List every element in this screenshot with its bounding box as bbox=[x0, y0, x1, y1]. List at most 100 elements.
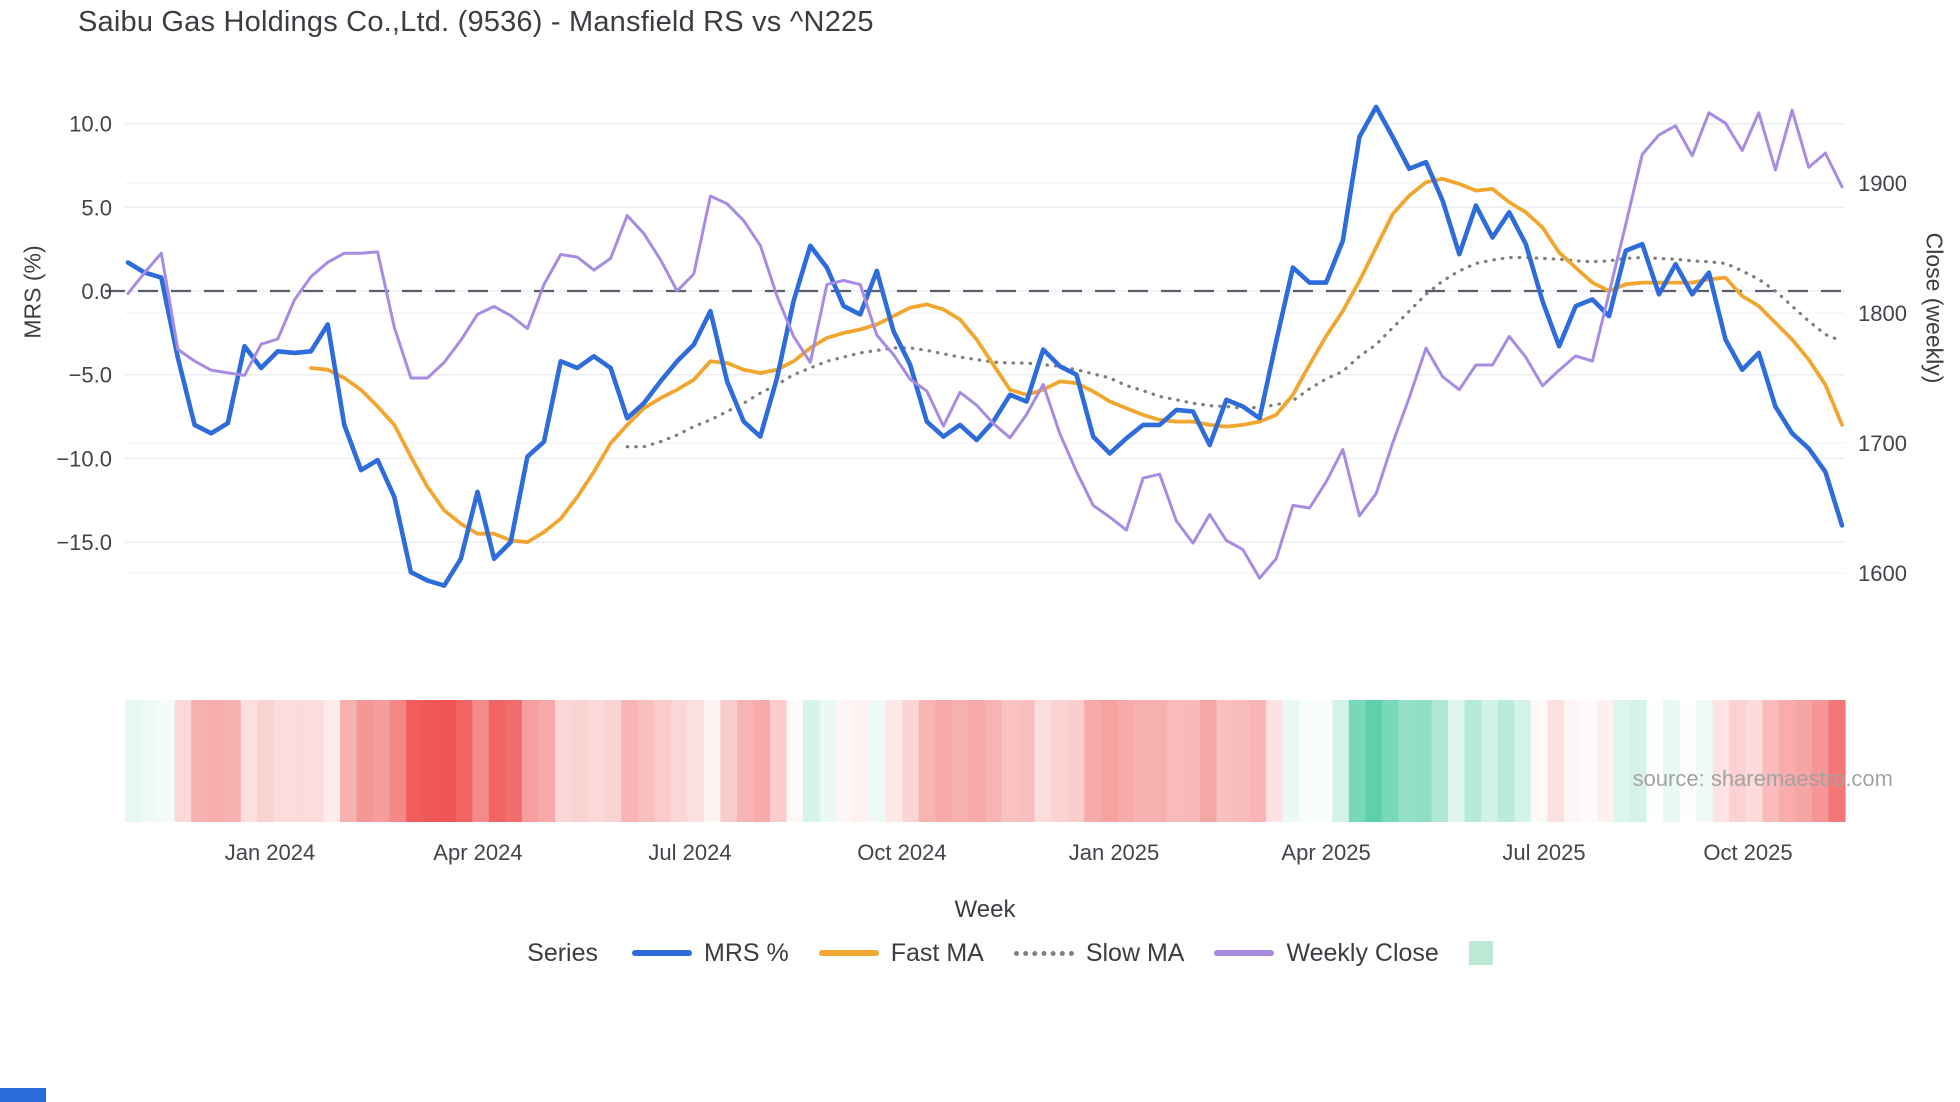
heatmap-cell bbox=[637, 700, 655, 822]
heatmap-cell bbox=[207, 700, 225, 822]
y-left-tick-label: −5.0 bbox=[69, 363, 112, 388]
heatmap-cell bbox=[1084, 700, 1102, 822]
heatmap-cell bbox=[1282, 700, 1300, 822]
heatmap-cell bbox=[1348, 700, 1366, 822]
x-axis-title: Week bbox=[954, 896, 1016, 923]
series-line-weekly-close[interactable] bbox=[126, 108, 1844, 580]
heatmap-cell bbox=[1712, 700, 1730, 822]
heatmap-cell bbox=[1365, 700, 1383, 822]
heatmap-cell bbox=[240, 700, 258, 822]
heatmap-cell bbox=[1332, 700, 1350, 822]
heatmap-cell bbox=[1266, 700, 1284, 822]
heatmap-cell bbox=[1497, 700, 1515, 822]
legend-item-slow-ma[interactable]: Slow MA bbox=[1013, 939, 1184, 968]
y-right-tick-label: 1900 bbox=[1858, 171, 1907, 196]
heatmap-cell bbox=[1828, 700, 1846, 822]
y-right-tick-label: 1800 bbox=[1858, 301, 1907, 326]
x-tick-label: Jan 2025 bbox=[1069, 840, 1160, 865]
heatmap-cell bbox=[1117, 700, 1135, 822]
heatmap-cell bbox=[538, 700, 556, 822]
line-swatch-icon bbox=[1013, 950, 1074, 956]
legend-item-fast-ma[interactable]: Fast MA bbox=[818, 938, 984, 968]
legend: Series MRS % Fast MA Slow MA Weekly Close bbox=[60, 930, 1960, 976]
heatmap-cell bbox=[1315, 700, 1333, 822]
y-left-tick-label: 5.0 bbox=[81, 195, 112, 220]
line-swatch-icon bbox=[818, 950, 879, 956]
heatmap-cell bbox=[1729, 700, 1747, 822]
legend-item-label: MRS % bbox=[704, 938, 789, 967]
line-swatch-icon bbox=[1214, 950, 1275, 956]
heatmap-cell bbox=[1596, 700, 1615, 822]
heatmap-cell bbox=[340, 700, 358, 822]
heatmap-cell bbox=[1216, 700, 1234, 822]
heatmap-cell bbox=[918, 700, 936, 822]
heatmap-cell bbox=[356, 700, 374, 822]
heatmap-cell bbox=[1133, 700, 1151, 822]
heatmap-cell bbox=[488, 700, 506, 822]
heatmap-cell bbox=[819, 700, 837, 822]
heatmap-cell bbox=[1100, 700, 1118, 822]
x-tick-label: Jul 2025 bbox=[1502, 840, 1585, 865]
heatmap-cell bbox=[1051, 700, 1069, 822]
heatmap-cell bbox=[141, 700, 159, 822]
heatmap-cell bbox=[1696, 700, 1714, 822]
heatmap-cell bbox=[422, 700, 440, 822]
legend-item-mrs-[interactable]: MRS % bbox=[632, 939, 789, 968]
heatmap-cell bbox=[852, 700, 870, 822]
heatmap-cell bbox=[1034, 700, 1052, 822]
heatmap-cell bbox=[1200, 700, 1218, 822]
heatmap-cell bbox=[588, 700, 606, 822]
heatmap-cell bbox=[1018, 700, 1036, 822]
heatmap-cell bbox=[703, 700, 721, 822]
heatmap-cell bbox=[191, 700, 209, 822]
line-swatch-icon bbox=[632, 950, 693, 956]
heatmap-cell bbox=[555, 700, 573, 822]
heatmap-cell bbox=[1166, 700, 1185, 822]
heatmap-cell bbox=[1299, 700, 1317, 822]
y-axis-left-title: MRS (%) bbox=[19, 245, 46, 339]
heatmap-cell bbox=[1563, 700, 1581, 822]
heatmap-cell bbox=[1762, 700, 1780, 822]
heatmap-cell bbox=[1150, 700, 1168, 822]
heatmap-cell bbox=[951, 700, 970, 822]
heatmap-cell bbox=[1530, 700, 1548, 822]
x-tick-label: Jul 2024 bbox=[648, 840, 731, 865]
heatmap-cell bbox=[1233, 700, 1251, 822]
heatmap-cell bbox=[373, 700, 391, 822]
y-left-tick-label: −15.0 bbox=[56, 530, 112, 555]
heatmap-cell bbox=[1067, 700, 1085, 822]
heatmap-cell bbox=[753, 700, 771, 822]
series-line-slow-ma[interactable] bbox=[625, 255, 1844, 449]
heatmap-cell bbox=[1415, 700, 1433, 822]
heatmap-cell bbox=[1448, 700, 1466, 822]
mrs-heatmap-strip[interactable] bbox=[125, 700, 1846, 822]
heatmap-cell bbox=[1580, 700, 1598, 822]
heatmap-cell bbox=[1183, 700, 1201, 822]
series-line-fast-ma[interactable] bbox=[309, 176, 1844, 544]
heatmap-cell bbox=[687, 700, 705, 822]
y-axis-right-title: Close (weekly) bbox=[1921, 232, 1948, 384]
legend-title: Series bbox=[527, 938, 599, 967]
heatmap-cell bbox=[1630, 700, 1648, 822]
legend-item-label: Fast MA bbox=[890, 938, 984, 967]
heatmap-cell bbox=[224, 700, 242, 822]
heatmap-cell bbox=[1431, 700, 1449, 822]
y-left-tick-label: −10.0 bbox=[56, 446, 112, 471]
heatmap-cell bbox=[670, 700, 688, 822]
x-tick-label: Oct 2025 bbox=[1703, 840, 1792, 865]
legend-item-heatmap[interactable] bbox=[1468, 941, 1493, 965]
source-watermark: source: sharemaestro.com bbox=[1632, 766, 1893, 791]
y-left-tick-label: 10.0 bbox=[69, 112, 112, 137]
y-right-tick-label: 1700 bbox=[1858, 431, 1907, 456]
heatmap-cell bbox=[125, 700, 143, 822]
heatmap-cell bbox=[571, 700, 589, 822]
heatmap-cell bbox=[273, 700, 291, 822]
series-line-mrs-[interactable] bbox=[125, 104, 1845, 588]
y-left-tick-label: 0.0 bbox=[81, 279, 112, 304]
heatmap-cell bbox=[1646, 700, 1664, 822]
legend-item-weekly-close[interactable]: Weekly Close bbox=[1214, 939, 1439, 968]
heatmap-cell bbox=[621, 700, 639, 822]
heatmap-cell bbox=[786, 700, 804, 822]
